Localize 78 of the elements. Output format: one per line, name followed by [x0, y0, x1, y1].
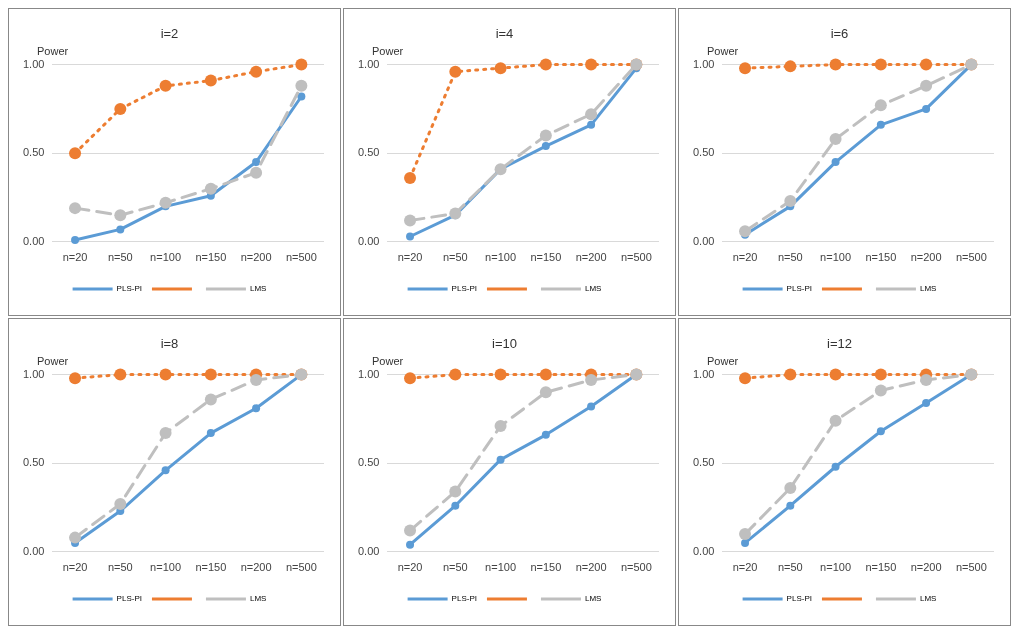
x-tick-label: n=50: [777, 251, 803, 264]
chart-title: i=12: [827, 336, 852, 352]
y-tick-label: 0.50: [692, 456, 715, 469]
x-tick-label: n=200: [910, 561, 942, 574]
y-tick-label: 1.00: [357, 57, 380, 70]
x-tick-label: n=150: [195, 251, 227, 264]
chart-title: i=2: [160, 26, 179, 42]
x-tick-label: n=20: [732, 251, 758, 264]
x-tick-label: n=50: [442, 561, 468, 574]
y-tick-label: 0.50: [22, 456, 45, 469]
legend-label: PLS-PI: [116, 594, 142, 604]
chart-title: i=8: [160, 336, 179, 352]
y-axis-title: Power: [37, 45, 69, 57]
y-tick-label: 0.00: [692, 234, 715, 247]
x-tick-label: n=50: [107, 561, 133, 574]
x-tick-label: n=20: [62, 251, 88, 264]
y-tick-label: 1.00: [357, 367, 380, 380]
legend-label: PLS-PI: [451, 284, 477, 294]
x-tick-label: n=20: [397, 251, 423, 264]
y-axis-title: Power: [707, 355, 739, 367]
x-tick-label: n=50: [107, 251, 133, 264]
x-tick-label: n=200: [910, 251, 942, 264]
y-tick-label: 1.00: [22, 57, 45, 70]
x-tick-label: n=100: [150, 561, 182, 574]
legend-label: LMS: [919, 594, 937, 604]
x-tick-label: n=200: [575, 251, 607, 264]
x-tick-label: n=500: [285, 561, 317, 574]
y-tick-label: 1.00: [692, 57, 715, 70]
x-tick-label: n=150: [865, 251, 897, 264]
chart-title: i=6: [830, 26, 849, 42]
legend-label: PLS-PI: [786, 284, 812, 294]
chart-title: i=4: [495, 26, 514, 42]
legend-label: LMS: [584, 284, 602, 294]
y-axis-title: Power: [37, 355, 69, 367]
x-tick-label: n=20: [62, 561, 88, 574]
x-tick-label: n=500: [620, 561, 652, 574]
y-tick-label: 0.00: [22, 234, 45, 247]
y-axis-title: Power: [372, 45, 404, 57]
legend-label: PLS-PI: [116, 284, 142, 294]
x-tick-label: n=500: [285, 251, 317, 264]
legend-label: PLS-PI: [451, 594, 477, 604]
y-tick-label: 0.50: [22, 146, 45, 159]
legend-label: LMS: [919, 284, 937, 294]
x-tick-label: n=500: [955, 561, 987, 574]
y-tick-label: 0.00: [22, 544, 45, 557]
y-tick-label: 0.50: [357, 146, 380, 159]
y-tick-label: 0.00: [357, 544, 380, 557]
y-tick-label: 0.00: [357, 234, 380, 247]
x-tick-label: n=500: [955, 251, 987, 264]
x-tick-label: n=200: [575, 561, 607, 574]
x-tick-label: n=100: [150, 251, 182, 264]
x-tick-label: n=150: [530, 251, 562, 264]
x-tick-label: n=100: [485, 251, 517, 264]
chart-title: i=10: [492, 336, 517, 352]
y-axis-title: Power: [372, 355, 404, 367]
y-tick-label: 1.00: [22, 367, 45, 380]
x-tick-label: n=500: [620, 251, 652, 264]
x-tick-label: n=200: [240, 251, 272, 264]
legend-label: LMS: [249, 594, 267, 604]
x-tick-label: n=20: [732, 561, 758, 574]
x-tick-label: n=100: [820, 561, 852, 574]
x-tick-label: n=150: [530, 561, 562, 574]
x-tick-label: n=100: [485, 561, 517, 574]
y-axis-title: Power: [707, 45, 739, 57]
x-tick-label: n=50: [442, 251, 468, 264]
legend-label: LMS: [249, 284, 267, 294]
y-tick-label: 0.00: [692, 544, 715, 557]
x-tick-label: n=100: [820, 251, 852, 264]
x-tick-label: n=20: [397, 561, 423, 574]
x-tick-label: n=150: [865, 561, 897, 574]
x-tick-label: n=50: [777, 561, 803, 574]
x-tick-label: n=200: [240, 561, 272, 574]
legend-label: PLS-PI: [786, 594, 812, 604]
x-tick-label: n=150: [195, 561, 227, 574]
y-tick-label: 0.50: [357, 456, 380, 469]
legend-label: LMS: [584, 594, 602, 604]
y-tick-label: 0.50: [692, 146, 715, 159]
y-tick-label: 1.00: [692, 367, 715, 380]
